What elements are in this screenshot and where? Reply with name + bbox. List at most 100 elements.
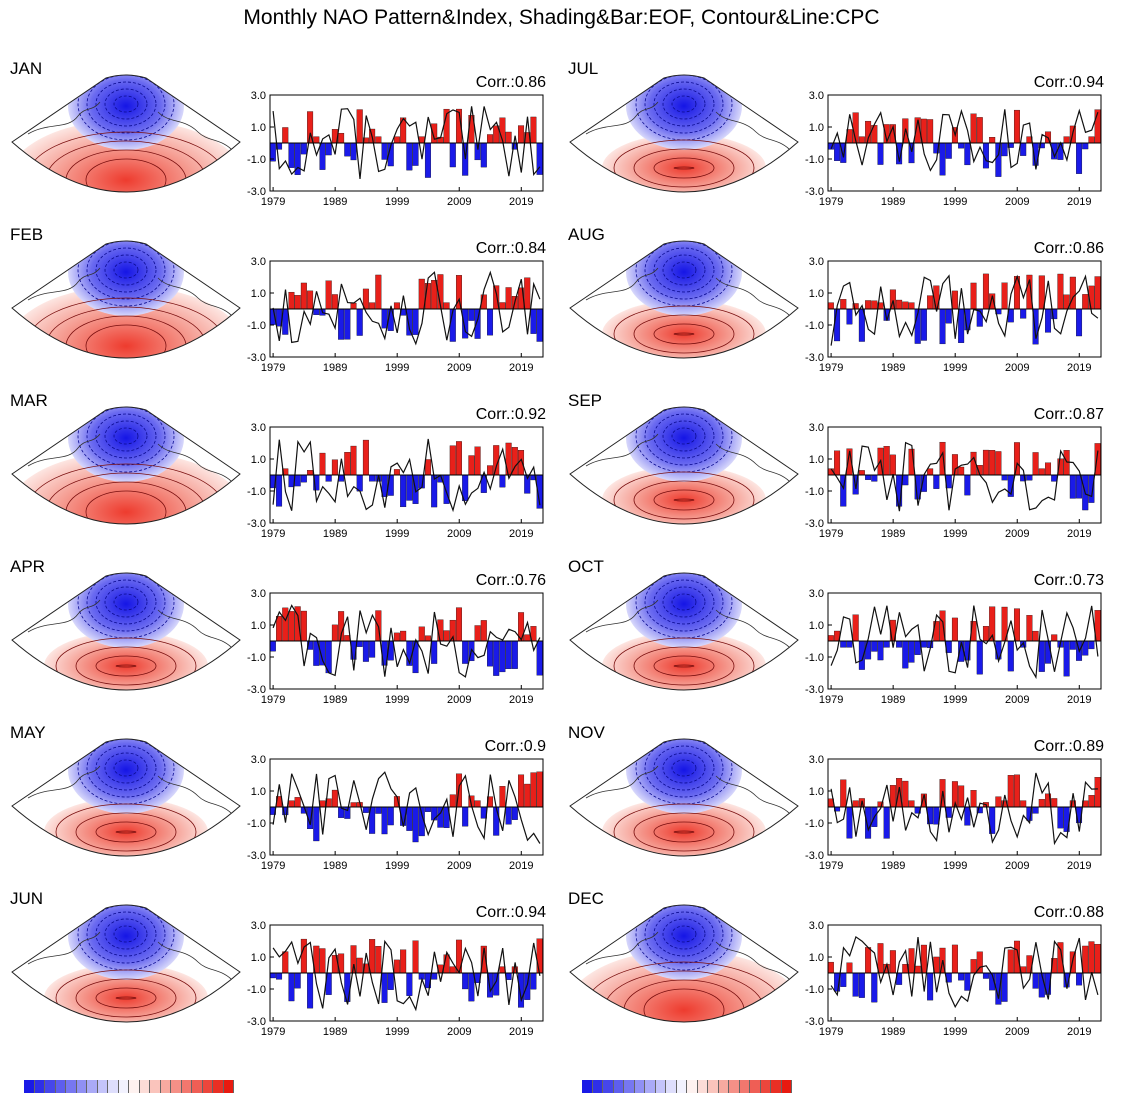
coastline bbox=[585, 931, 659, 965]
cpc-index-line bbox=[272, 771, 541, 844]
plot-frame bbox=[827, 426, 1102, 524]
eof-bar bbox=[827, 635, 834, 642]
y-tick-label: -1.0 bbox=[805, 818, 824, 830]
eof-bar bbox=[313, 806, 320, 842]
eof-bar bbox=[852, 614, 859, 642]
eof-bar bbox=[536, 640, 543, 676]
x-tick-label: 1989 bbox=[323, 860, 347, 872]
eof-bar bbox=[1094, 276, 1101, 310]
cpc-contour bbox=[613, 803, 755, 856]
cpc-contour bbox=[95, 821, 157, 843]
eof-bar bbox=[449, 794, 456, 808]
cpc-index-line bbox=[830, 108, 1099, 172]
eof-bar bbox=[356, 957, 363, 974]
nao-pattern-map bbox=[569, 406, 799, 525]
eof-bar bbox=[505, 806, 512, 825]
eof-bar bbox=[883, 640, 890, 648]
colorbar-swatch bbox=[45, 1080, 56, 1093]
x-tick-label: 2019 bbox=[509, 528, 533, 540]
eof-bar bbox=[462, 640, 469, 664]
eof-bar bbox=[468, 308, 475, 321]
nao-pattern-map bbox=[11, 406, 241, 525]
eof-bar bbox=[511, 640, 518, 669]
x-tick-label: 1999 bbox=[385, 196, 409, 208]
cpc-contour bbox=[613, 471, 755, 524]
eof-bar bbox=[282, 127, 289, 144]
positive-anomaly bbox=[12, 452, 240, 524]
y-tick-label: -3.0 bbox=[247, 850, 266, 862]
coastline bbox=[27, 433, 101, 467]
eof-bar bbox=[356, 109, 363, 144]
eof-bar bbox=[338, 308, 345, 340]
coastline bbox=[27, 267, 101, 301]
x-tick-label: 2019 bbox=[1067, 528, 1091, 540]
eof-bar bbox=[282, 607, 289, 642]
positive-anomaly bbox=[12, 286, 240, 358]
x-tick-label: 1989 bbox=[323, 528, 347, 540]
cpc-contour bbox=[662, 420, 706, 452]
eof-bar bbox=[964, 972, 971, 991]
nao-pattern-map bbox=[11, 738, 241, 857]
corr-label: Corr.:0.87 bbox=[1033, 406, 1104, 423]
eof-bar bbox=[1076, 308, 1083, 337]
eof-bar bbox=[288, 291, 295, 310]
cpc-contour bbox=[86, 739, 166, 798]
eof-bar bbox=[300, 282, 307, 310]
eof-bar bbox=[927, 972, 934, 1001]
x-tick-label: 2019 bbox=[509, 1026, 533, 1038]
eof-bar bbox=[1013, 774, 1020, 808]
eof-bar bbox=[530, 116, 537, 144]
y-tick-label: 1.0 bbox=[809, 454, 824, 466]
month-label: MAY bbox=[10, 723, 46, 742]
coastline bbox=[715, 443, 793, 485]
eof-bar bbox=[307, 290, 314, 310]
eof-bar bbox=[455, 607, 462, 642]
eof-bar bbox=[406, 972, 413, 996]
eof-bar bbox=[331, 789, 338, 808]
eof-bar bbox=[468, 455, 475, 476]
y-tick-label: 1.0 bbox=[809, 620, 824, 632]
eof-bar bbox=[902, 474, 909, 486]
x-tick-label: 1979 bbox=[261, 694, 285, 706]
month-label: SEP bbox=[568, 391, 603, 410]
coastline bbox=[585, 599, 659, 633]
eof-bar bbox=[1013, 940, 1020, 974]
eof-bar bbox=[1082, 945, 1089, 974]
eof-bar bbox=[449, 966, 456, 974]
colorbar-swatch bbox=[87, 1080, 98, 1093]
eof-bar bbox=[381, 142, 388, 160]
y-tick-label: 3.0 bbox=[251, 754, 266, 766]
eof-bar bbox=[1032, 452, 1039, 476]
eof-bar bbox=[400, 630, 407, 642]
eof-bar bbox=[927, 119, 934, 144]
eof-bar bbox=[536, 938, 543, 974]
x-tick-label: 2019 bbox=[509, 362, 533, 374]
eof-bar bbox=[958, 308, 965, 343]
eof-bar bbox=[288, 611, 295, 642]
eof-bar bbox=[424, 806, 431, 812]
cpc-contour bbox=[653, 489, 715, 511]
eof-bar bbox=[933, 474, 940, 489]
eof-bar bbox=[362, 806, 369, 813]
eof-bar bbox=[1032, 630, 1039, 642]
eof-bar bbox=[1094, 777, 1101, 808]
cpc-contour bbox=[104, 420, 148, 452]
colorbar-left bbox=[24, 1080, 234, 1093]
y-tick-label: 1.0 bbox=[251, 288, 266, 300]
x-tick-label: 2009 bbox=[1005, 860, 1029, 872]
cpc-contour bbox=[86, 407, 166, 466]
coastline bbox=[585, 267, 659, 301]
eof-bar bbox=[858, 136, 865, 144]
y-tick-label: 3.0 bbox=[809, 422, 824, 434]
eof-bar bbox=[1076, 972, 1083, 986]
colorbar-swatch bbox=[729, 1080, 740, 1093]
eof-bar bbox=[505, 131, 512, 144]
y-tick-label: 1.0 bbox=[809, 952, 824, 964]
eof-bar bbox=[970, 790, 977, 808]
colorbar-swatch bbox=[771, 1080, 782, 1093]
cpc-contour bbox=[85, 490, 167, 524]
y-tick-label: 1.0 bbox=[809, 786, 824, 798]
x-tick-label: 2009 bbox=[447, 1026, 471, 1038]
cpc-contour bbox=[113, 593, 139, 611]
